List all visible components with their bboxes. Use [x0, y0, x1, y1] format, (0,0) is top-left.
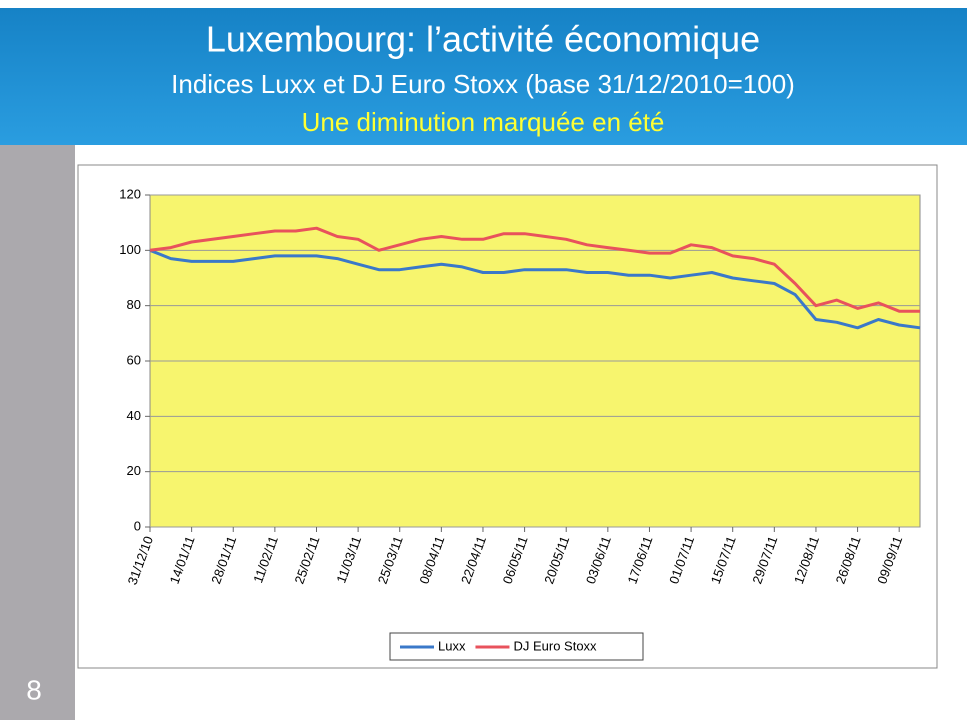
legend-label: Luxx [438, 638, 466, 653]
y-tick-label: 20 [127, 463, 141, 478]
y-tick-label: 60 [127, 352, 141, 367]
header-band [0, 8, 967, 145]
y-tick-label: 40 [127, 408, 141, 423]
slide-annotation: Une diminution marquée en été [302, 107, 665, 137]
side-strip [0, 145, 75, 720]
series-line [149, 226, 920, 313]
y-tick-label: 120 [119, 186, 141, 201]
y-tick-label: 100 [119, 242, 141, 257]
y-tick-label: 80 [127, 297, 141, 312]
slide-subtitle: Indices Luxx et DJ Euro Stoxx (base 31/1… [171, 69, 795, 99]
legend-label: DJ Euro Stoxx [513, 638, 597, 653]
slide-number: 8 [26, 674, 42, 705]
series-line [149, 248, 921, 330]
slide-title: Luxembourg: l’activité économique [206, 19, 760, 60]
y-tick-label: 0 [134, 518, 141, 533]
